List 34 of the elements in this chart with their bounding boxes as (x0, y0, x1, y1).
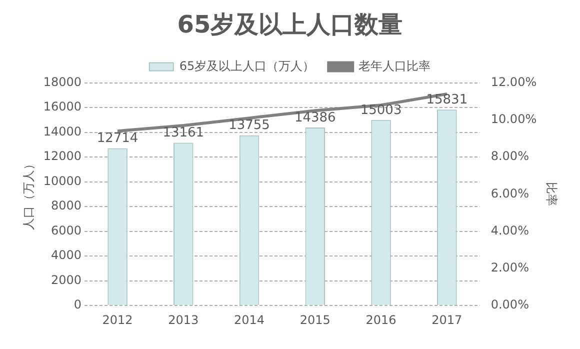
legend-label: 65岁及以上人口（万人） (179, 58, 315, 73)
data-label: 15003 (360, 102, 402, 118)
y-tick-label: 10000 (43, 174, 82, 188)
y-tick-label: 18000 (43, 74, 82, 89)
legend-label: 老年人口比率 (358, 58, 431, 73)
y2-tick-label: 2.00% (490, 260, 529, 275)
data-label: 13755 (228, 118, 270, 134)
y2-tick-label: 10.00% (490, 112, 537, 126)
x-tick-label: 2013 (168, 312, 199, 327)
x-tick-label: 2016 (366, 312, 396, 327)
x-tick-label: 2015 (300, 312, 330, 327)
y-tick-label: 14000 (43, 124, 82, 138)
x-tick-label: 2017 (432, 312, 462, 327)
y-tick-label: 2000 (51, 272, 82, 287)
data-label: 12714 (96, 131, 138, 146)
data-label: 14386 (294, 110, 336, 126)
y-tick-label: 8000 (51, 198, 82, 213)
data-label: 15831 (426, 92, 468, 108)
y-tick-label: 12000 (43, 149, 82, 164)
y2-tick-label: 0.00% (490, 298, 529, 312)
y2-tick-label: 6.00% (490, 186, 529, 200)
y-tick-label: 16000 (43, 100, 82, 114)
y2-tick-label: 8.00% (490, 149, 529, 164)
data-label: 13161 (162, 126, 204, 141)
chart-title: 65岁及以上人口数量 (177, 10, 403, 39)
y-tick-label: 6000 (51, 223, 82, 238)
y2-tick-label: 12.00% (490, 74, 537, 89)
x-tick-label: 2014 (234, 312, 265, 327)
x-tick-label: 2012 (102, 312, 133, 327)
y-tick-label: 0 (74, 298, 82, 312)
y2-tick-label: 4.00% (490, 223, 529, 238)
y2-axis-title: 比率 (544, 182, 559, 206)
y-tick-label: 4000 (51, 248, 82, 262)
y-axis-title: 人口（万人） (21, 158, 36, 230)
